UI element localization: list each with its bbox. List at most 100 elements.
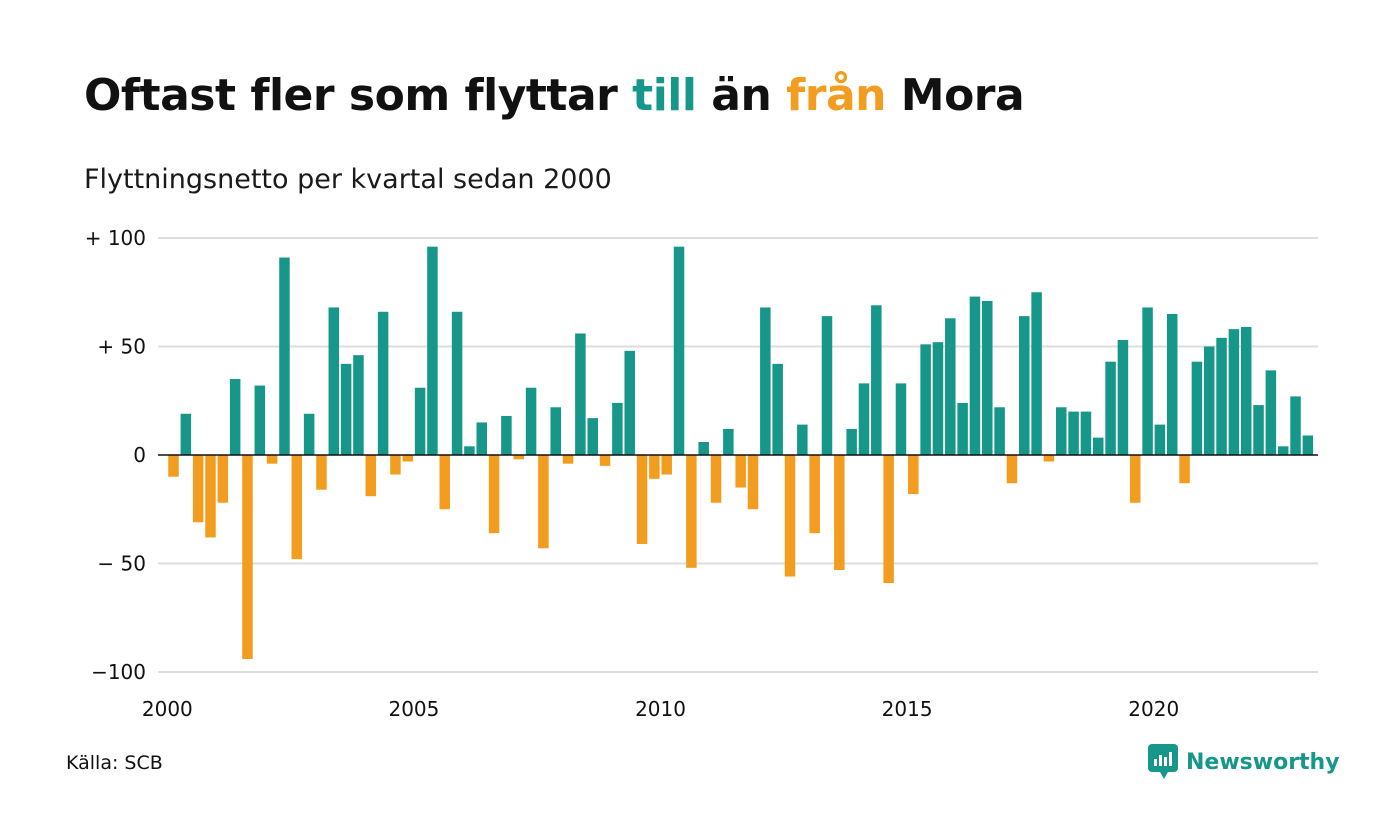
bar-2001K4 [254, 385, 266, 455]
bar-2011K2 [723, 428, 734, 455]
bar-2003K2 [328, 307, 340, 455]
axes: + 100 + 50 0 − 50 −100 2000 2005 2010 2015 2020 [85, 226, 1318, 721]
bar-2001K2 [229, 379, 241, 455]
bar-2013K1 [809, 455, 820, 534]
bar-2013K4 [846, 428, 857, 455]
title-positive-word: till [632, 70, 697, 121]
bar-2018K1 [1056, 407, 1067, 455]
bar-2019K3 [1129, 455, 1141, 503]
title-part-3: Mora [885, 70, 1025, 121]
bar-2014K3 [883, 455, 894, 584]
bars [168, 246, 1314, 659]
bar-2017K2 [1019, 316, 1030, 455]
bar-2007K3 [538, 455, 549, 549]
newsworthy-logo-icon [1148, 744, 1178, 779]
bar-2006K1 [464, 446, 475, 455]
bar-2021K3 [1228, 329, 1240, 455]
bar-2017K3 [1031, 292, 1042, 455]
bar-2008K1 [562, 455, 574, 464]
bar-2002K4 [303, 413, 315, 455]
bar-2006K2 [476, 422, 487, 455]
bar-2015K2 [920, 344, 931, 455]
bar-2000K4 [205, 455, 216, 538]
brand-name: Newsworthy [1186, 749, 1340, 775]
bar-2018K2 [1068, 411, 1079, 455]
bar-2017K4 [1043, 455, 1055, 462]
bar-2009K3 [636, 455, 648, 544]
bar-2007K2 [525, 387, 537, 455]
bar-2010K3 [686, 455, 697, 568]
bar-2003K3 [340, 363, 352, 455]
bar-2008K4 [599, 455, 611, 466]
bar-2003K1 [316, 455, 327, 490]
bar-2020K3 [1179, 455, 1190, 484]
bar-2019K2 [1117, 339, 1129, 455]
chart-subtitle: Flyttningsnetto per kvartal sedan 2000 [84, 164, 612, 195]
bar-2021K1 [1203, 346, 1215, 455]
bar-2020K1 [1154, 424, 1166, 455]
bar-2022K2 [1265, 370, 1277, 455]
bar-2004K4 [402, 455, 414, 462]
title-part-2: än [696, 70, 787, 121]
x-tick-label: 2020 [1128, 697, 1179, 721]
bar-2012K1 [760, 307, 771, 455]
bar-2019K4 [1142, 307, 1153, 455]
bar-2020K2 [1166, 313, 1178, 455]
bar-2015K1 [908, 455, 919, 495]
bar-2013K2 [821, 316, 833, 455]
bar-2001K1 [217, 455, 229, 503]
bar-2010K2 [673, 246, 685, 455]
bar-2011K4 [747, 455, 759, 510]
bar-2014K2 [871, 305, 882, 455]
bar-2001K3 [242, 455, 253, 659]
bar-2005K3 [439, 455, 451, 510]
y-tick-label: −100 [91, 660, 146, 684]
chart-title: Oftast fler som flyttar till än från Mor… [84, 70, 1025, 121]
bar-2002K3 [291, 455, 303, 560]
title-part-1: Oftast fler som flyttar [84, 70, 633, 121]
bar-2012K3 [784, 455, 796, 577]
bar-2023K1 [1302, 435, 1314, 455]
bar-2008K2 [575, 333, 586, 455]
bar-2014K1 [858, 383, 870, 455]
bar-2018K4 [1093, 437, 1104, 455]
bar-2013K3 [834, 455, 845, 571]
bar-2000K2 [180, 413, 192, 455]
bar-2017K1 [1006, 455, 1018, 484]
source-note: Källa: SCB [66, 752, 163, 774]
bar-2009K1 [612, 402, 623, 455]
bar-2018K3 [1080, 411, 1092, 455]
brand-logo: Newsworthy [1148, 744, 1340, 780]
gridlines [158, 237, 1318, 673]
bar-2000K1 [168, 455, 179, 477]
bar-2015K4 [945, 318, 956, 455]
bar-2012K4 [797, 424, 808, 455]
bar-2015K3 [932, 342, 944, 455]
bar-2006K3 [488, 455, 500, 534]
bar-2016K1 [957, 402, 968, 455]
bar-2003K4 [353, 355, 364, 455]
bar-2022K3 [1277, 446, 1289, 455]
title-negative-word: från [786, 70, 886, 121]
bar-2021K4 [1240, 326, 1252, 455]
bar-2022K4 [1290, 396, 1301, 455]
bar-2021K2 [1216, 337, 1227, 455]
x-tick-label: 2015 [882, 697, 933, 721]
bar-chart: + 100 + 50 0 − 50 −100 2000 2005 2010 2015 2020 [85, 226, 1318, 721]
bar-2016K3 [982, 300, 993, 455]
x-tick-label: 2010 [635, 697, 686, 721]
x-tick-label: 2000 [142, 697, 193, 721]
bar-2019K1 [1105, 361, 1116, 455]
x-tick-label: 2005 [388, 697, 439, 721]
bar-2004K3 [390, 455, 401, 475]
bar-2007K4 [550, 407, 561, 455]
bar-2016K4 [994, 407, 1005, 455]
bar-2020K4 [1191, 361, 1203, 455]
bar-2002K1 [266, 455, 278, 464]
y-tick-label: + 50 [97, 335, 146, 359]
bar-2011K1 [710, 455, 722, 503]
bar-2014K4 [895, 383, 907, 455]
bar-2011K3 [735, 455, 746, 488]
bar-2000K3 [192, 455, 204, 523]
bar-2010K4 [698, 441, 709, 455]
